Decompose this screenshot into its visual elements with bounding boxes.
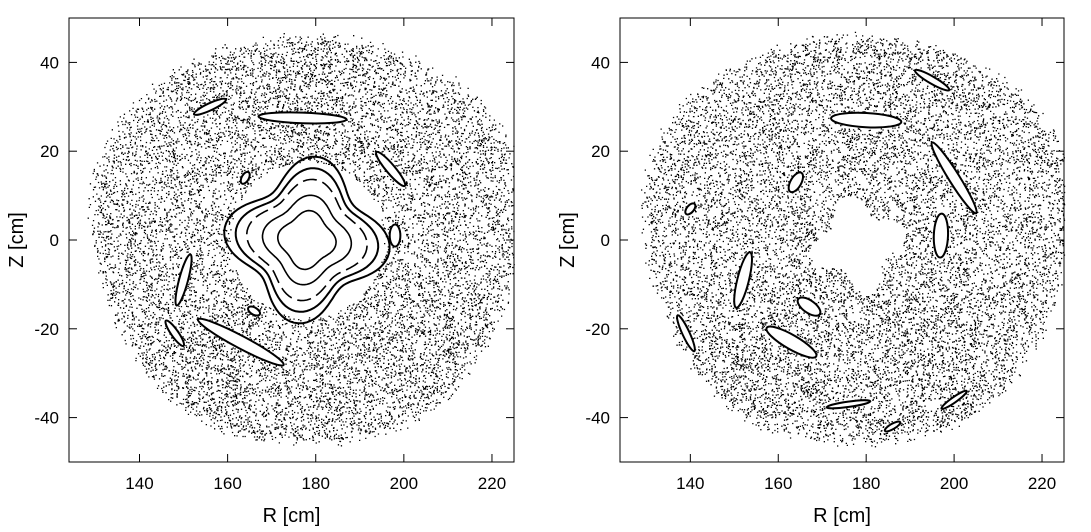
island bbox=[174, 253, 193, 307]
x-axis-label: R [cm] bbox=[813, 505, 871, 527]
scatter-points bbox=[87, 33, 515, 447]
y-tick-labels: 40 20 0 -20 -40 bbox=[34, 53, 59, 427]
stochastic-points bbox=[641, 31, 1066, 448]
x-tick-label: 180 bbox=[852, 474, 880, 493]
island bbox=[164, 319, 186, 348]
island bbox=[913, 68, 951, 92]
y-axis-label: Z [cm] bbox=[6, 212, 28, 268]
island bbox=[196, 317, 285, 367]
x-tick-label: 180 bbox=[302, 474, 330, 493]
y-tick-label: 20 bbox=[591, 142, 610, 161]
x-tick-label: 220 bbox=[478, 474, 506, 493]
flux-surface bbox=[261, 194, 353, 286]
island bbox=[765, 325, 818, 359]
flux-surface bbox=[234, 167, 380, 313]
x-tick-label: 160 bbox=[764, 474, 792, 493]
island bbox=[932, 212, 950, 259]
y-tick-label: -40 bbox=[585, 409, 610, 428]
island bbox=[940, 389, 968, 410]
tick-marks bbox=[69, 18, 514, 462]
tick-marks bbox=[620, 18, 1064, 462]
x-tick-label: 160 bbox=[213, 474, 241, 493]
island bbox=[930, 141, 978, 215]
flux-surface bbox=[277, 209, 337, 271]
island bbox=[375, 150, 407, 188]
island bbox=[192, 97, 228, 116]
x-tick-label: 220 bbox=[1028, 474, 1056, 493]
x-tick-label: 140 bbox=[676, 474, 704, 493]
island bbox=[796, 296, 822, 317]
x-axis-label: R [cm] bbox=[263, 505, 321, 527]
x-tick-label: 200 bbox=[940, 474, 968, 493]
y-tick-label: 40 bbox=[591, 53, 610, 72]
y-tick-label: 0 bbox=[50, 231, 59, 250]
scatter-points bbox=[641, 31, 1066, 448]
island bbox=[239, 170, 251, 185]
x-tick-labels: 140 160 180 200 220 bbox=[676, 474, 1056, 493]
island bbox=[883, 420, 902, 433]
x-tick-label: 200 bbox=[390, 474, 418, 493]
island bbox=[733, 251, 753, 309]
island bbox=[675, 314, 696, 353]
island bbox=[388, 223, 402, 248]
y-tick-label: -40 bbox=[34, 409, 59, 428]
island bbox=[684, 202, 697, 216]
y-tick-label: -20 bbox=[34, 320, 59, 339]
island bbox=[787, 171, 805, 194]
island bbox=[830, 111, 903, 129]
x-tick-label: 140 bbox=[125, 474, 153, 493]
flux-surface bbox=[246, 178, 368, 302]
island bbox=[825, 399, 872, 410]
flux-surface bbox=[223, 155, 391, 325]
island bbox=[247, 305, 262, 317]
y-tick-labels: 40 20 0 -20 -40 bbox=[585, 53, 610, 427]
y-tick-label: 40 bbox=[40, 53, 59, 72]
island bbox=[257, 111, 348, 125]
y-tick-label: 0 bbox=[601, 231, 610, 250]
x-tick-labels: 140 160 180 200 220 bbox=[125, 474, 506, 493]
y-tick-label: -20 bbox=[585, 320, 610, 339]
y-tick-label: 20 bbox=[40, 142, 59, 161]
y-axis-label: Z [cm] bbox=[557, 212, 579, 268]
